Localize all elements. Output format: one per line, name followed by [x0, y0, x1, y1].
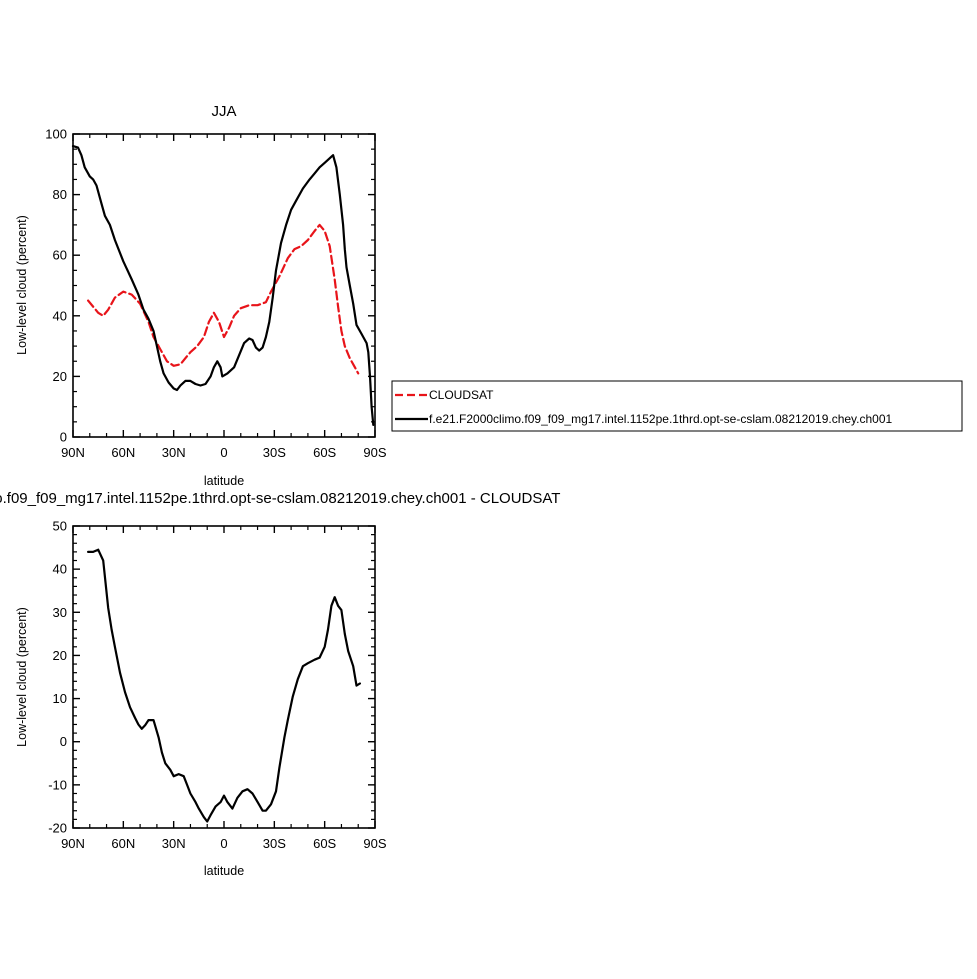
top-plot-frame — [72, 133, 376, 438]
bottom-x-tick-label: 30S — [263, 836, 286, 851]
top-y-axis-label: Low-level cloud (percent) — [15, 215, 29, 355]
bottom-plot-frame — [72, 525, 376, 829]
top-y-tick-label: 20 — [53, 369, 67, 384]
top-y-tick-label: 0 — [60, 430, 67, 445]
top-series-line-cloudsat — [86, 223, 360, 375]
bottom-y-tick-label: 40 — [53, 562, 67, 577]
top-y-tick-label: 60 — [53, 248, 67, 263]
bottom-y-tick-label: 0 — [60, 734, 67, 749]
bottom-y-tick-label: 20 — [53, 648, 67, 663]
top-x-tick-label: 90N — [61, 445, 85, 460]
bottom-y-tick-label: 30 — [53, 605, 67, 620]
bottom-axis-ticks — [72, 525, 376, 829]
top-tick-labels: 90N 60N 30N 0 30S 60S 90S 0 20 40 60 80 100 — [45, 127, 387, 461]
bottom-y-tick-label: -10 — [48, 777, 67, 792]
top-series-lines — [71, 145, 375, 426]
top-x-tick-label: 30N — [162, 445, 186, 460]
top-y-tick-label: 40 — [53, 308, 67, 323]
bottom-y-tick-label: 50 — [53, 519, 67, 534]
top-x-tick-label: 60N — [111, 445, 135, 460]
top-x-tick-label: 60S — [313, 445, 336, 460]
bottom-series-line-difference — [86, 548, 361, 823]
bottom-x-tick-label: 0 — [220, 836, 227, 851]
bottom-series-lines — [86, 548, 361, 823]
legend-label-cloudsat: CLOUDSAT — [429, 388, 494, 402]
bottom-x-tick-label: 90S — [363, 836, 386, 851]
legend-label-model: f.e21.F2000climo.f09_f09_mg17.intel.1152… — [429, 412, 893, 426]
top-panel: JJA 90N 60N 30N 0 30S 60S 90S 0 20 40 60 80 100 lati… — [15, 103, 963, 488]
bottom-x-tick-label: 60S — [313, 836, 336, 851]
bottom-y-tick-label: 10 — [53, 691, 67, 706]
top-y-tick-label: 80 — [53, 187, 67, 202]
bottom-chart-title: f.e21.F2000climo.f09_f09_mg17.intel.1152… — [0, 490, 560, 507]
bottom-tick-labels: 90N 60N 30N 0 30S 60S 90S -20 -10 0 10 20 30 40 50 — [48, 519, 387, 852]
top-series-line-model — [71, 145, 375, 426]
bottom-y-axis-label: Low-level cloud (percent) — [15, 607, 29, 747]
bottom-panel: f.e21.F2000climo.f09_f09_mg17.intel.1152… — [0, 490, 560, 878]
top-x-tick-label: 30S — [263, 445, 286, 460]
bottom-x-tick-label: 60N — [111, 836, 135, 851]
top-x-axis-label: latitude — [204, 474, 244, 488]
top-x-tick-label: 90S — [363, 445, 386, 460]
top-y-tick-label: 100 — [45, 127, 67, 142]
top-x-tick-label: 0 — [220, 445, 227, 460]
legend: CLOUDSAT f.e21.F2000climo.f09_f09_mg17.i… — [391, 380, 963, 432]
bottom-y-tick-label: -20 — [48, 821, 67, 836]
bottom-x-tick-label: 90N — [61, 836, 85, 851]
top-chart-title: JJA — [211, 103, 236, 120]
top-axis-ticks — [72, 133, 376, 438]
bottom-x-axis-label: latitude — [204, 864, 244, 878]
legend-box — [391, 380, 963, 432]
bottom-x-tick-label: 30N — [162, 836, 186, 851]
